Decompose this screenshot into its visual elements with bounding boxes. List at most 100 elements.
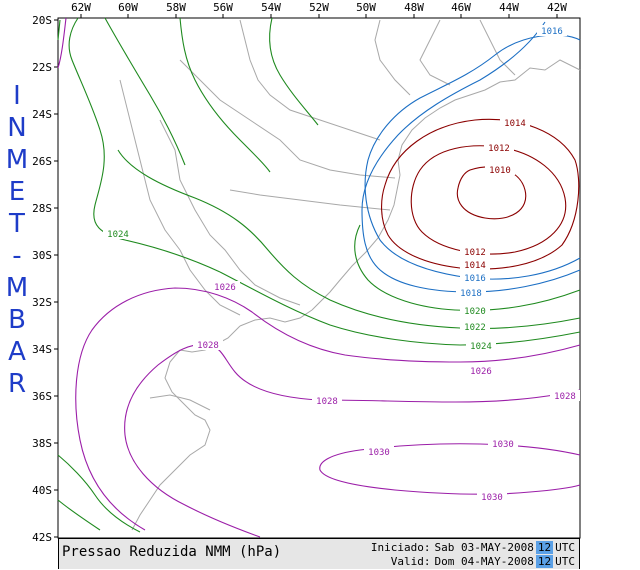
- lat-tick-label: 30S: [32, 249, 52, 262]
- initiated-hour: 12: [535, 541, 554, 554]
- lat-tick-label: 20S: [32, 14, 52, 27]
- isobar-green-sw: [57, 454, 141, 533]
- argentina-coast: [131, 349, 211, 531]
- contour-label: 1022: [464, 323, 486, 333]
- isobar-1030: [319, 443, 581, 495]
- lat-tick-label: 22S: [32, 61, 52, 74]
- isobar-1024-east: [219, 271, 581, 346]
- state-border: [229, 189, 391, 211]
- river: [149, 394, 211, 411]
- isobar-green-top2: [179, 17, 271, 173]
- longitude-labels: 62W 60W 58W 56W 54W 52W 50W 48W 46W 44W …: [71, 1, 567, 14]
- title-letter: E: [8, 177, 26, 207]
- title-letter: N: [7, 113, 27, 143]
- contour-label: 1024: [107, 230, 129, 240]
- isobar-green-top3: [269, 17, 319, 126]
- title-letter: M: [5, 145, 29, 175]
- lon-tick-label: 54W: [261, 1, 281, 14]
- lat-tick-label: 24S: [32, 108, 52, 121]
- state-border: [419, 19, 451, 86]
- contour-label: 1016: [464, 274, 486, 284]
- valid-utc: UTC: [555, 555, 575, 568]
- state-border: [239, 19, 381, 141]
- contour-label: 1030: [368, 448, 390, 458]
- isobar-purple-top: [57, 17, 67, 69]
- lon-tick-label: 52W: [309, 1, 329, 14]
- lat-tick-label: 26S: [32, 155, 52, 168]
- isobar-green-top: [104, 17, 186, 166]
- lon-tick-label: 48W: [404, 1, 424, 14]
- isobar-1026: [75, 287, 581, 531]
- title-letter: -: [12, 241, 22, 271]
- valid-row: Valid: Dom 04-MAY-2008 12 UTC: [371, 555, 575, 568]
- lon-tick-label: 50W: [356, 1, 376, 14]
- contour-label: 1014: [464, 261, 486, 271]
- isobar-green-top-west: [57, 19, 61, 41]
- contour-label: 1030: [492, 440, 514, 450]
- isobar-labels: 1016 1014 1012 1010 1024 1012 1014 1016 …: [103, 25, 580, 503]
- lat-tick-label: 34S: [32, 343, 52, 356]
- brazil-coastline: [311, 59, 581, 311]
- field-title: Pressao Reduzida NMM (hPa): [62, 544, 282, 560]
- title-letter: T: [9, 209, 25, 239]
- state-border: [374, 19, 411, 96]
- title-letter: M: [5, 273, 29, 303]
- contour-label: 1026: [214, 283, 236, 293]
- contour-label: 1016: [541, 27, 563, 37]
- state-border: [179, 249, 241, 316]
- title-letter: A: [8, 337, 26, 367]
- initiated-utc: UTC: [555, 541, 575, 554]
- isobar-1024-west: [68, 17, 221, 273]
- lon-tick-label: 46W: [451, 1, 471, 14]
- map-footer: Pressao Reduzida NMM (hPa) Iniciado: Sab …: [58, 538, 580, 569]
- lat-tick-label: 42S: [32, 531, 52, 544]
- state-border: [179, 59, 396, 179]
- valid-hour: 12: [535, 555, 554, 568]
- lat-tick-label: 32S: [32, 296, 52, 309]
- lon-tick-label: 42W: [547, 1, 567, 14]
- initiated-row: Iniciado: Sab 03-MAY-2008 12 UTC: [371, 541, 575, 554]
- lat-tick-label: 40S: [32, 484, 52, 497]
- title-letter: I: [13, 81, 21, 111]
- graticule-ticks: [54, 14, 558, 538]
- contour-label: 1028: [197, 341, 219, 351]
- vertical-title: I N M E T - M B A R: [0, 80, 34, 480]
- lon-tick-label: 60W: [118, 1, 138, 14]
- isobars: [57, 17, 581, 538]
- isobar-1014: [381, 118, 580, 270]
- contour-label: 1026: [470, 367, 492, 377]
- lat-tick-label: 28S: [32, 202, 52, 215]
- contour-label: 1024: [470, 342, 492, 352]
- title-letter: B: [8, 305, 26, 335]
- contour-label: 1012: [488, 144, 510, 154]
- lon-tick-label: 44W: [499, 1, 519, 14]
- state-border: [159, 119, 301, 306]
- isobar-1020: [354, 224, 581, 311]
- map-frame: [57, 17, 581, 539]
- contour-label: 1020: [464, 307, 486, 317]
- initiated-label: Iniciado:: [370, 541, 431, 554]
- contour-label: 1028: [316, 397, 338, 407]
- lon-tick-label: 58W: [166, 1, 186, 14]
- isobar-green-sw2: [57, 499, 101, 531]
- title-letter: R: [7, 369, 27, 399]
- contour-label: 1018: [460, 289, 482, 299]
- contour-label: 1030: [481, 493, 503, 503]
- contour-label: 1010: [489, 166, 511, 176]
- initiated-date: Sab 03-MAY-2008: [434, 541, 534, 554]
- coastline-borders: [119, 19, 581, 531]
- latitude-labels: 20S 22S 24S 26S 28S 30S 32S 34S 36S 38S …: [32, 14, 52, 544]
- uruguay-coast: [239, 309, 313, 327]
- contour-label: 1012: [464, 248, 486, 258]
- contour-label: 1014: [504, 119, 526, 129]
- lon-tick-label: 56W: [213, 1, 233, 14]
- lon-tick-label: 62W: [71, 1, 91, 14]
- lat-tick-label: 38S: [32, 437, 52, 450]
- state-border: [479, 19, 516, 76]
- contour-label: 1028: [554, 392, 576, 402]
- valid-label: Valid:: [390, 555, 431, 568]
- state-border: [119, 79, 181, 251]
- valid-date: Dom 04-MAY-2008: [434, 555, 534, 568]
- lat-tick-label: 36S: [32, 390, 52, 403]
